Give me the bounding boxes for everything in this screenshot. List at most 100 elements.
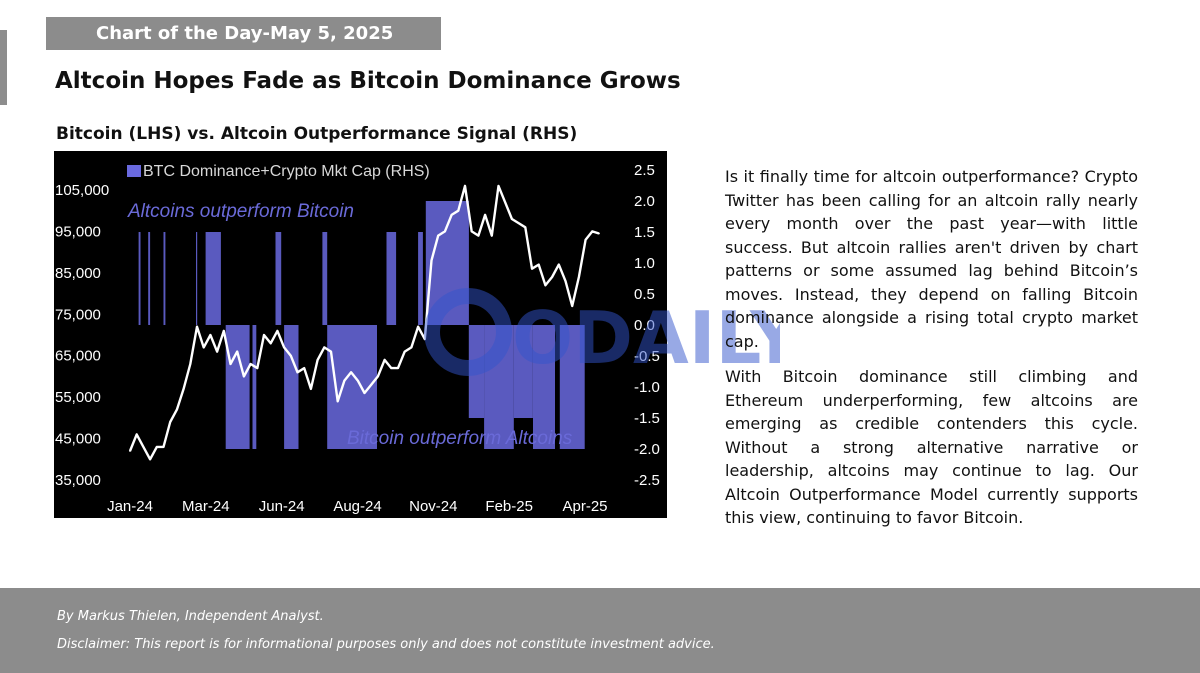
btc-point-33 — [350, 371, 352, 374]
btc-point-29 — [323, 346, 326, 349]
btc-point-57 — [511, 218, 513, 220]
signal-bar-14 — [468, 325, 485, 418]
x-axis-ticks: Jan-24 Mar-24 Jun-24 Aug-24 Nov-24 Feb-25 Apr-… — [107, 498, 607, 515]
btc-point-13 — [216, 350, 219, 353]
right-tick-label: 0.0 — [634, 317, 655, 334]
btc-point-36 — [370, 383, 373, 386]
btc-point-54 — [490, 234, 493, 237]
btc-point-6 — [169, 421, 172, 423]
chart-svg: 105,000 95,000 85,000 75,000 65,000 55,000 45,… — [55, 162, 660, 515]
commentary-paragraph-1: Is it finally time for altcoin outperfor… — [725, 167, 1138, 351]
btc-point-22 — [276, 330, 279, 332]
btc-point-47 — [444, 230, 446, 233]
x-tick-label: Aug-24 — [333, 498, 381, 515]
x-tick-label: Nov-24 — [409, 498, 457, 515]
signal-bar-4 — [205, 232, 221, 325]
date-badge: Chart of the Day-May 5, 2025 — [46, 17, 441, 50]
signal-bar-16 — [513, 325, 533, 418]
right-tick-label: -2.0 — [634, 441, 660, 458]
btc-point-37 — [377, 375, 379, 378]
btc-point-14 — [222, 330, 225, 332]
btc-point-17 — [243, 375, 245, 378]
btc-point-19 — [256, 367, 259, 369]
btc-point-67 — [578, 276, 580, 278]
right-tick-label: -1.0 — [634, 379, 660, 396]
btc-point-45 — [430, 259, 433, 262]
accent-bar — [0, 30, 7, 105]
btc-point-8 — [182, 388, 185, 390]
btc-point-16 — [236, 350, 239, 353]
btc-point-0 — [129, 450, 131, 452]
legend-label: BTC Dominance+Crypto Mkt Cap (RHS) — [143, 163, 430, 180]
btc-point-59 — [524, 226, 527, 229]
left-tick-label: 55,000 — [55, 389, 101, 406]
x-tick-label: Feb-25 — [485, 498, 533, 515]
left-tick-label: 75,000 — [55, 306, 101, 323]
left-axis-ticks: 105,000 95,000 85,000 75,000 65,000 55,000 45,… — [55, 182, 109, 489]
commentary: Is it finally time for altcoin outperfor… — [725, 165, 1138, 542]
btc-point-27 — [310, 388, 312, 390]
btc-point-50 — [464, 185, 466, 187]
btc-point-62 — [544, 284, 547, 287]
legend: BTC Dominance+Crypto Mkt Cap (RHS) — [127, 163, 430, 180]
btc-line-layer — [128, 184, 600, 461]
signal-bar-6 — [252, 325, 257, 449]
commentary-paragraph-2: With Bitcoin dominance still climbing an… — [725, 367, 1138, 527]
btc-point-10 — [196, 325, 198, 328]
signal-bar-2 — [163, 232, 166, 325]
btc-point-55 — [497, 185, 500, 187]
btc-point-18 — [249, 363, 252, 365]
btc-point-43 — [417, 325, 419, 328]
btc-point-38 — [383, 359, 386, 361]
left-tick-label: 65,000 — [55, 348, 101, 365]
chart-title: Bitcoin (LHS) vs. Altcoin Outperformance… — [56, 124, 578, 144]
signal-bar-11 — [386, 232, 397, 325]
right-tick-label: 1.5 — [634, 224, 655, 241]
btc-point-69 — [591, 230, 594, 233]
right-tick-label: -1.5 — [634, 410, 660, 427]
btc-point-3 — [149, 458, 151, 461]
btc-point-51 — [470, 230, 473, 233]
btc-point-60 — [531, 267, 533, 270]
btc-point-9 — [189, 363, 192, 365]
btc-point-35 — [363, 392, 366, 394]
right-axis-ticks: 2.5 2.0 1.5 1.0 0.5 0.0 -0.5 -1.0 -1.5 -2.0 -2.5 — [634, 162, 660, 489]
btc-point-34 — [356, 379, 359, 382]
signal-bar-18 — [559, 325, 585, 449]
legend-swatch — [127, 165, 141, 177]
x-tick-label: Jun-24 — [259, 498, 305, 515]
btc-point-44 — [423, 338, 426, 340]
btc-point-66 — [571, 305, 574, 307]
signal-bar-0 — [138, 232, 141, 325]
btc-point-58 — [517, 222, 520, 224]
btc-point-12 — [209, 334, 212, 336]
signal-bar-9 — [322, 232, 328, 325]
btc-point-1 — [135, 433, 138, 436]
signal-bar-7 — [275, 232, 282, 325]
btc-point-42 — [410, 346, 413, 349]
btc-point-30 — [330, 350, 332, 353]
annotation-top: Altcoins outperform Bitcoin — [127, 201, 354, 222]
btc-point-41 — [403, 350, 406, 353]
btc-point-32 — [343, 379, 346, 382]
left-tick-label: 105,000 — [55, 182, 109, 199]
btc-point-40 — [397, 367, 399, 369]
footer-author: By Markus Thielen, Independent Analyst. — [57, 609, 324, 624]
btc-point-15 — [229, 363, 232, 365]
right-tick-label: 0.5 — [634, 286, 655, 303]
signal-bars — [138, 201, 585, 449]
btc-point-24 — [289, 354, 292, 357]
btc-point-25 — [296, 371, 299, 374]
signal-bar-3 — [196, 232, 198, 325]
right-tick-label: 2.5 — [634, 162, 655, 179]
btc-point-63 — [551, 276, 553, 278]
btc-point-2 — [142, 446, 145, 448]
x-tick-label: Mar-24 — [182, 498, 230, 515]
left-tick-label: 95,000 — [55, 223, 101, 240]
btc-point-65 — [564, 280, 567, 282]
btc-point-26 — [303, 367, 306, 369]
right-tick-label: -0.5 — [634, 348, 660, 365]
btc-point-11 — [202, 346, 205, 349]
footer-disclaimer: Disclaimer: This report is for informati… — [57, 637, 715, 652]
signal-bar-5 — [225, 325, 250, 449]
